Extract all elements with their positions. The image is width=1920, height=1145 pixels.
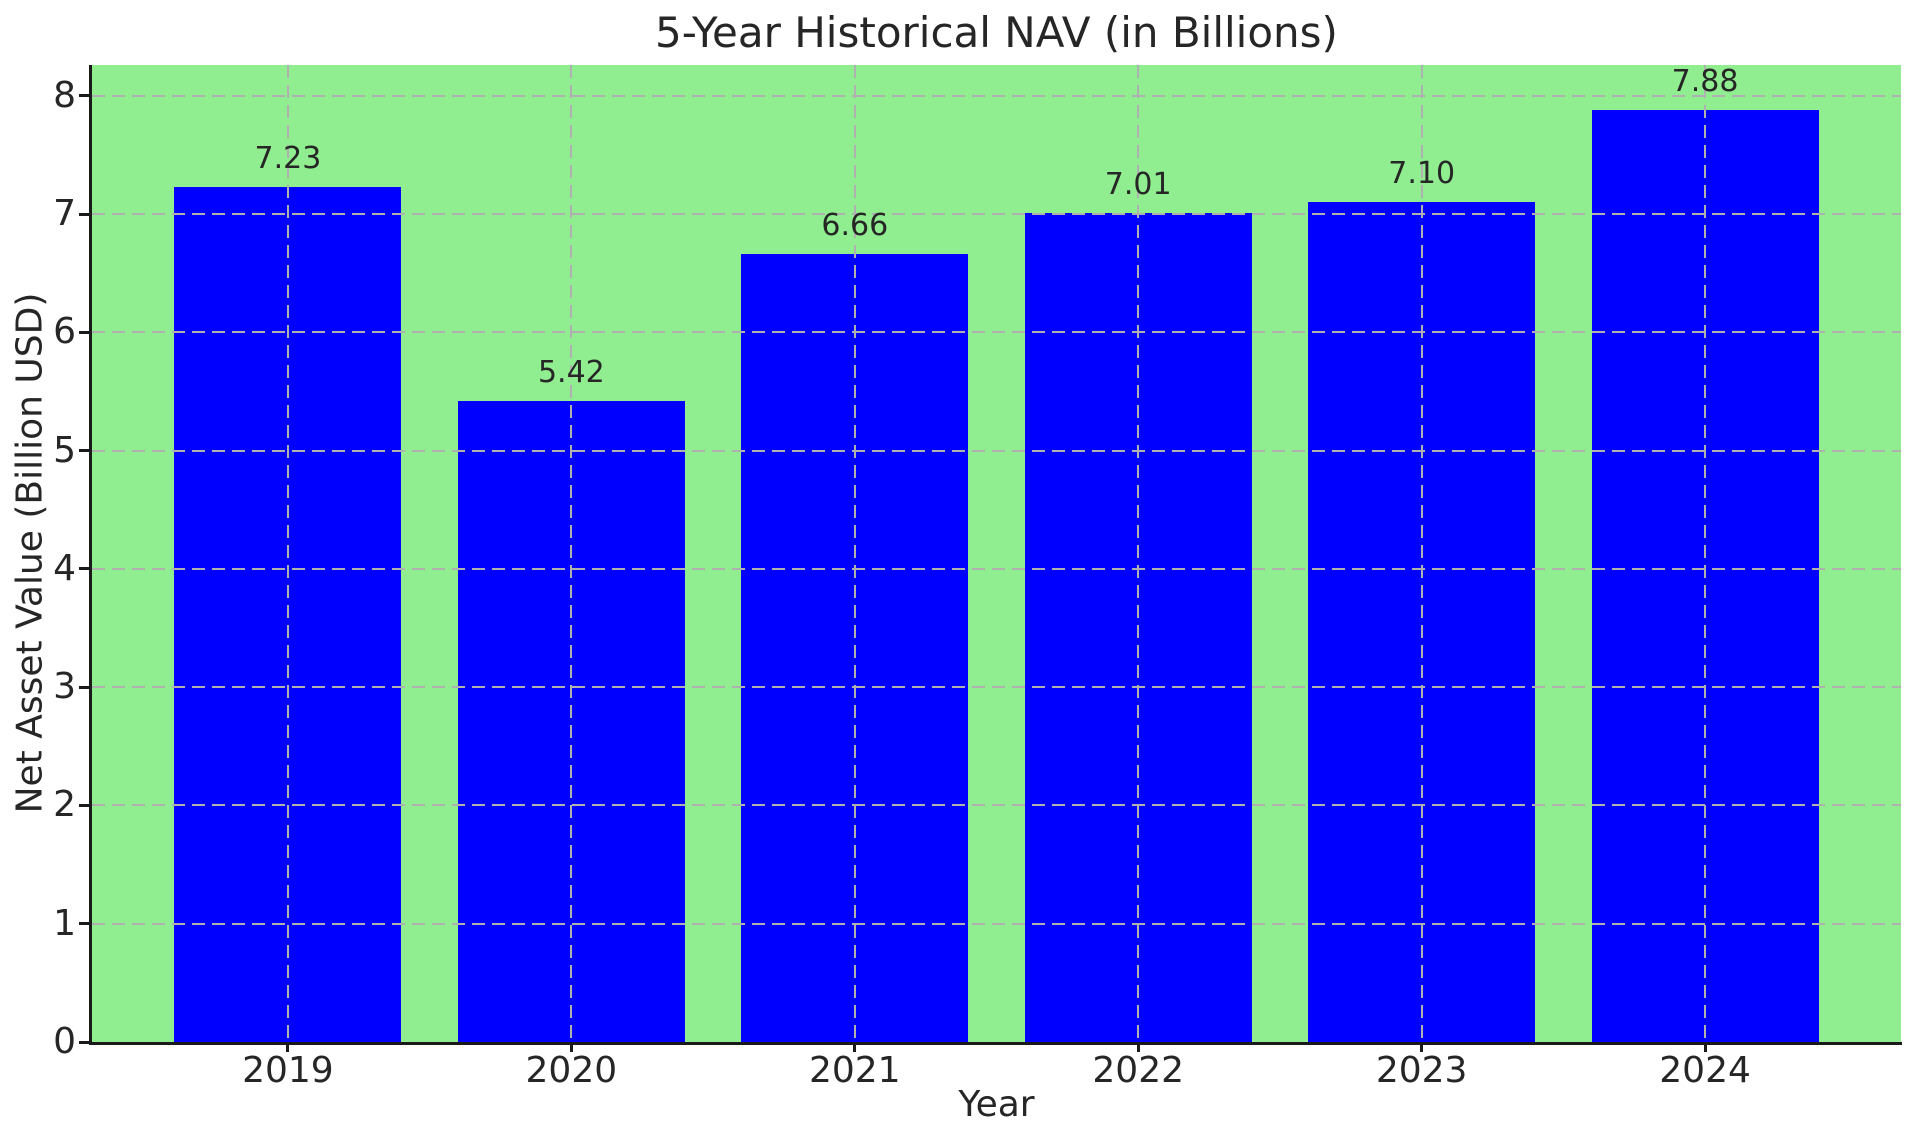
h-gridline-3 xyxy=(92,686,1901,689)
x-tick-label-2020: 2020 xyxy=(525,1050,618,1091)
y-tick-label-3: 3 xyxy=(53,666,76,708)
h-gridline-1 xyxy=(92,922,1901,925)
bar-value-label-2019: 7.23 xyxy=(254,140,322,176)
bar-value-label-2023: 7.10 xyxy=(1388,156,1456,192)
y-tick-label-8: 8 xyxy=(53,74,76,116)
h-gridline-4 xyxy=(92,567,1901,570)
x-tick-label-2022: 2022 xyxy=(1092,1050,1185,1091)
x-axis-label: Year xyxy=(958,1084,1035,1125)
v-gridline-2024 xyxy=(1704,65,1707,1042)
y-tick-8 xyxy=(79,94,89,98)
h-gridline-6 xyxy=(92,331,1901,334)
x-tick-2019 xyxy=(286,1042,290,1052)
y-tick-label-6: 6 xyxy=(53,311,76,353)
y-tick-label-1: 1 xyxy=(53,902,76,944)
h-gridline-5 xyxy=(92,449,1901,452)
y-axis-spine xyxy=(89,65,92,1045)
y-tick-label-0: 0 xyxy=(53,1021,76,1062)
x-tick-label-2023: 2023 xyxy=(1375,1050,1468,1091)
y-tick-5 xyxy=(79,449,89,453)
y-tick-2 xyxy=(79,803,89,807)
x-tick-2022 xyxy=(1136,1042,1140,1052)
x-tick-label-2021: 2021 xyxy=(808,1050,901,1091)
y-tick-0 xyxy=(79,1040,89,1044)
x-tick-label-2024: 2024 xyxy=(1659,1050,1751,1091)
plot-area: 7.23 5.42 6.66 7.01 7.10 7.88 xyxy=(89,63,1902,1045)
h-gridline-8 xyxy=(92,94,1901,97)
x-tick-2020 xyxy=(569,1042,573,1052)
y-tick-1 xyxy=(79,922,89,926)
v-gridline-2019 xyxy=(286,65,289,1042)
x-tick-label-2019: 2019 xyxy=(242,1050,334,1091)
y-tick-4 xyxy=(79,567,89,571)
v-gridline-2023 xyxy=(1420,65,1423,1042)
h-gridline-7 xyxy=(92,213,1901,216)
x-axis-spine xyxy=(89,1042,1902,1045)
chart-title: 5-Year Historical NAV (in Billions) xyxy=(655,8,1338,57)
bar-value-label-2020: 5.42 xyxy=(537,354,605,390)
y-tick-label-5: 5 xyxy=(53,429,76,471)
v-gridline-2022 xyxy=(1137,65,1140,1042)
bar-value-label-2022: 7.01 xyxy=(1104,166,1172,202)
v-gridline-2021 xyxy=(853,65,856,1042)
v-gridline-2020 xyxy=(570,65,573,1042)
bar-value-label-2021: 6.66 xyxy=(821,208,889,244)
bar-value-label-2024: 7.88 xyxy=(1671,63,1739,99)
y-tick-7 xyxy=(79,212,89,216)
x-tick-2024 xyxy=(1703,1042,1707,1052)
y-tick-6 xyxy=(79,330,89,334)
y-tick-label-4: 4 xyxy=(53,547,76,589)
y-tick-label-2: 2 xyxy=(53,784,76,826)
y-tick-3 xyxy=(79,685,89,689)
x-tick-2023 xyxy=(1420,1042,1424,1052)
y-tick-label-7: 7 xyxy=(53,193,76,235)
x-tick-2021 xyxy=(853,1042,857,1052)
h-gridline-2 xyxy=(92,804,1901,807)
